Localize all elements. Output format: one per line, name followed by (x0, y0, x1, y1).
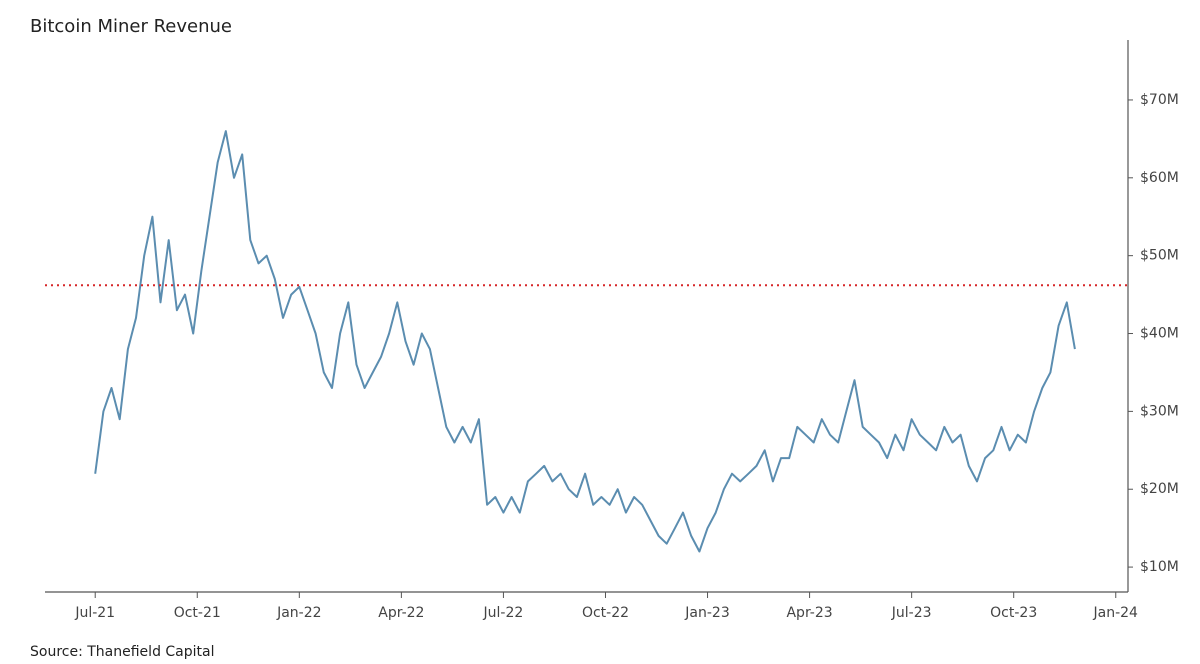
y-tick-label: $40M (1140, 326, 1179, 342)
source-note: Source: Thanefield Capital (30, 644, 215, 660)
y-tick-label: $10M (1140, 559, 1179, 575)
x-tick-label: Oct-21 (174, 605, 221, 621)
y-tick-label: $20M (1140, 481, 1179, 497)
chart-title: Bitcoin Miner Revenue (30, 16, 232, 37)
x-tick-label: Jan-23 (684, 605, 729, 621)
x-tick-label: Jul-23 (891, 605, 932, 621)
x-tick-label: Jan-22 (276, 605, 321, 621)
data-line (94, 130, 1076, 553)
x-tick-label: Apr-23 (786, 605, 832, 621)
x-tick-label: Jul-21 (74, 605, 115, 621)
y-tick-label: $70M (1140, 92, 1179, 108)
x-tick-label: Oct-22 (582, 605, 629, 621)
y-tick-label: $50M (1140, 248, 1179, 264)
x-tick-label: Apr-22 (378, 605, 424, 621)
y-tick-label: $30M (1140, 403, 1179, 419)
x-tick-label: Oct-23 (990, 605, 1037, 621)
x-tick-label: Jul-22 (483, 605, 524, 621)
x-tick-label: Jan-24 (1093, 605, 1139, 621)
y-tick-label: $60M (1140, 170, 1179, 186)
